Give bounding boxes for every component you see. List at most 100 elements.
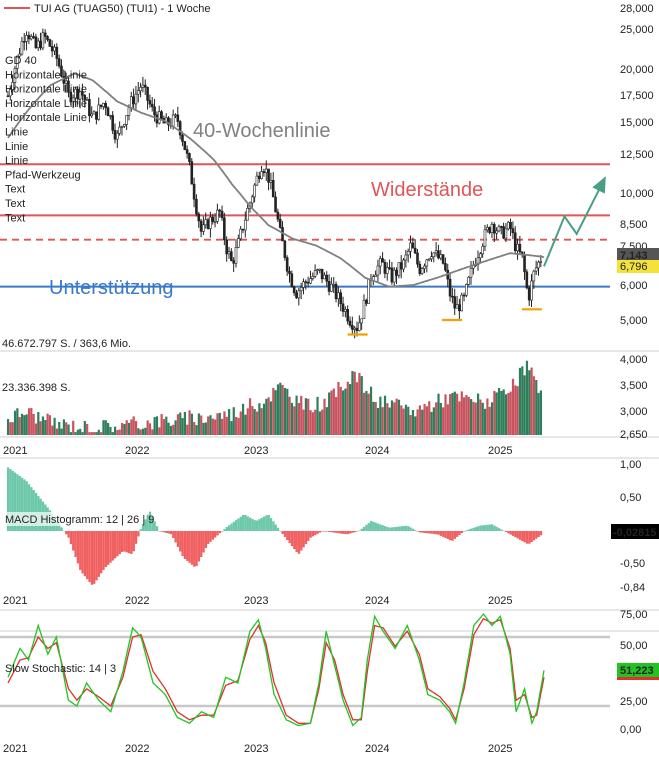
candle-body xyxy=(8,89,12,97)
volume-bar xyxy=(23,415,26,435)
volume-bar xyxy=(155,416,159,435)
candle-body xyxy=(111,115,114,131)
candle-body xyxy=(318,268,322,271)
candle-body xyxy=(444,263,447,271)
volume-bar xyxy=(6,419,10,435)
stoch-bands xyxy=(0,635,610,708)
volume-bar xyxy=(523,375,526,435)
candle-body xyxy=(250,196,254,204)
volume-bar xyxy=(288,396,291,435)
macd-bar xyxy=(497,528,501,531)
candle-body xyxy=(332,283,336,286)
volume-bar xyxy=(165,416,168,435)
tool-list-item: Pfad-Werkzeug xyxy=(5,169,81,181)
candle-body xyxy=(78,91,82,100)
last-price-badge xyxy=(617,248,659,262)
x-axis-label: 2021 xyxy=(3,595,27,607)
macd-bar xyxy=(262,516,266,531)
volume-bar xyxy=(169,425,173,435)
volume-bar xyxy=(139,429,142,435)
candle-body xyxy=(220,210,224,219)
volume-bar xyxy=(267,397,270,435)
candle-body xyxy=(490,223,494,233)
macd-bar xyxy=(453,531,457,539)
volume-bar xyxy=(304,398,307,435)
volume-bar xyxy=(290,402,294,435)
volume-bar xyxy=(402,408,405,435)
macd-bar xyxy=(316,531,319,534)
macd-bar xyxy=(400,526,403,531)
candle-body xyxy=(183,141,187,150)
macd-bar xyxy=(311,531,315,537)
candle-body xyxy=(143,84,147,88)
macd-bar xyxy=(34,492,38,531)
macd-bar xyxy=(525,531,529,544)
candle-body xyxy=(15,55,19,69)
macd-bar xyxy=(481,525,484,531)
candle-body xyxy=(453,296,457,309)
volume-bar xyxy=(253,409,256,435)
volume-bar xyxy=(509,391,512,435)
volume-bar xyxy=(53,417,56,435)
candle-body xyxy=(253,184,256,198)
candle-body xyxy=(125,115,128,125)
macd-bar xyxy=(260,517,263,531)
volume-bar xyxy=(234,417,238,435)
macd-bar xyxy=(507,531,510,534)
macd-bar xyxy=(432,531,436,534)
macd-bar xyxy=(167,531,170,534)
volume-bar xyxy=(83,420,86,435)
macd-bar xyxy=(255,520,259,531)
candle-body xyxy=(297,290,301,299)
tool-list-item: Horizontale Linie xyxy=(5,69,87,81)
macd-bar xyxy=(360,528,363,531)
candle-body xyxy=(239,228,242,239)
volume-bar xyxy=(218,412,221,435)
ma-40-line xyxy=(7,72,545,288)
macd-bar xyxy=(358,530,361,532)
candle-body xyxy=(537,261,540,269)
candle-body xyxy=(237,238,240,248)
volume-bar xyxy=(202,422,205,435)
macd-bar xyxy=(535,531,538,539)
macd-bar xyxy=(539,531,543,536)
volume-bar xyxy=(474,402,477,435)
candle-body xyxy=(225,239,228,255)
macd-bar xyxy=(386,526,389,531)
volume-bar xyxy=(321,409,324,435)
candle-body xyxy=(92,111,96,115)
volume-bar xyxy=(442,407,445,435)
macd-bar xyxy=(244,515,247,531)
candle-body xyxy=(469,267,473,278)
volume-bar xyxy=(72,420,75,435)
volume-bar xyxy=(311,412,314,435)
volume-bar xyxy=(286,388,289,435)
volume-bar xyxy=(190,413,193,435)
candle-body xyxy=(20,41,24,55)
volume-bar xyxy=(302,409,305,435)
volume-bar xyxy=(237,417,240,435)
price-tick: 15,000 xyxy=(620,117,654,129)
candle-body xyxy=(360,318,363,324)
candle-body xyxy=(532,270,536,282)
candle-body xyxy=(232,260,235,264)
macd-bar xyxy=(530,531,533,543)
candle-body xyxy=(325,274,329,282)
volume-bar xyxy=(167,422,170,435)
second-price-badge xyxy=(617,260,659,273)
candle-body xyxy=(171,114,175,127)
candle-body xyxy=(188,153,191,162)
macd-value-badge xyxy=(611,524,659,539)
candle-body xyxy=(364,299,368,304)
volume-bar xyxy=(358,372,361,435)
macd-bar xyxy=(79,531,82,570)
macd-bar xyxy=(172,531,175,538)
macd-bar xyxy=(269,518,273,531)
volume-bar xyxy=(200,415,203,435)
macd-bar xyxy=(302,531,305,548)
macd-value: -0,02815 xyxy=(613,527,656,539)
volume-bar xyxy=(269,401,273,435)
macd-bar xyxy=(283,531,287,538)
macd-bar xyxy=(397,526,401,531)
volume-bar xyxy=(118,429,121,435)
